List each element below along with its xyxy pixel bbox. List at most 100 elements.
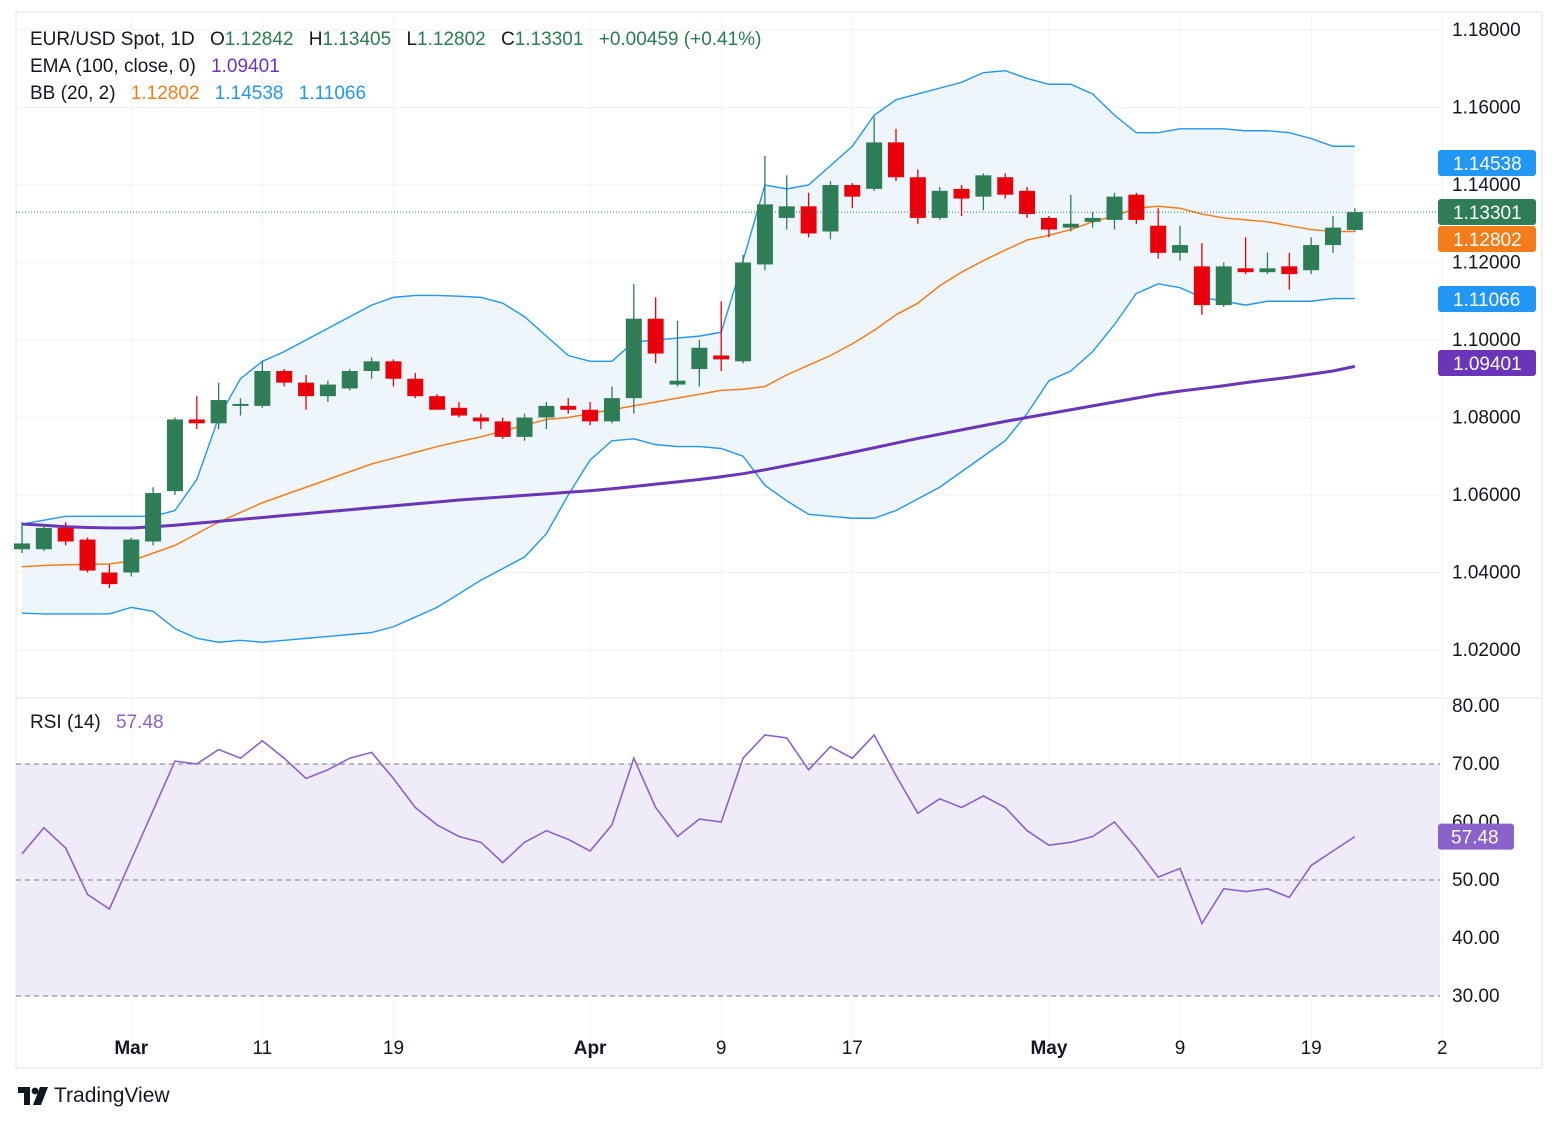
candle-down[interactable] bbox=[385, 359, 402, 387]
rsi-tick-label: 50.00 bbox=[1452, 870, 1500, 891]
price-axis[interactable]: 1.18000 1.16000 1.14000 1.12000 1.10000 1.080… bbox=[1452, 20, 1521, 661]
candle-down[interactable] bbox=[101, 564, 118, 588]
candle-up[interactable] bbox=[975, 173, 992, 211]
time-tick-label: 17 bbox=[842, 1038, 863, 1059]
candle-up[interactable] bbox=[778, 175, 795, 230]
candle-body bbox=[560, 405, 577, 410]
brand-name: TradingView bbox=[54, 1084, 170, 1107]
candle-down[interactable] bbox=[1281, 252, 1298, 290]
candle-up[interactable] bbox=[538, 402, 555, 430]
candle-up[interactable] bbox=[1325, 216, 1341, 253]
candle-body bbox=[1106, 196, 1123, 220]
candle-down[interactable] bbox=[647, 297, 664, 364]
candle-up[interactable] bbox=[319, 380, 336, 402]
candle-down[interactable] bbox=[451, 402, 467, 418]
candle-up[interactable] bbox=[1172, 225, 1189, 261]
candle-down[interactable] bbox=[582, 402, 599, 426]
tradingview-logo[interactable]: TradingView bbox=[18, 1084, 170, 1108]
candle-up[interactable] bbox=[14, 522, 30, 554]
bb-legend[interactable]: BB (20, 2) 1.12802 1.14538 1.11066 bbox=[30, 83, 372, 105]
candle-up[interactable] bbox=[232, 398, 249, 416]
candle-up[interactable] bbox=[1303, 237, 1320, 275]
candle-down[interactable] bbox=[997, 173, 1014, 199]
candle-down[interactable] bbox=[713, 301, 730, 371]
candle-down[interactable] bbox=[298, 374, 315, 410]
price-badge-label: 1.13301 bbox=[1453, 203, 1522, 224]
time-tick-label: 9 bbox=[716, 1038, 727, 1059]
ema-legend[interactable]: EMA (100, close, 0) 1.09401 bbox=[30, 56, 286, 78]
time-tick-label: 19 bbox=[383, 1038, 404, 1059]
candle-down[interactable] bbox=[1128, 192, 1145, 224]
candle-up[interactable] bbox=[210, 382, 227, 430]
candle-down[interactable] bbox=[79, 537, 96, 573]
ema-label: EMA (100, close, 0) bbox=[30, 56, 196, 77]
candlestick-series[interactable] bbox=[14, 117, 1363, 588]
price-badge-bg bbox=[1438, 226, 1536, 252]
candle-up[interactable] bbox=[35, 524, 52, 552]
candle-up[interactable] bbox=[254, 361, 271, 408]
candle-down[interactable] bbox=[800, 192, 817, 238]
time-tick-label: Mar bbox=[114, 1038, 148, 1059]
ema-line bbox=[21, 364, 1356, 530]
candle-down[interactable] bbox=[888, 128, 904, 182]
time-axis[interactable]: Mar 11 19 Apr 9 17 May 9 19 2 bbox=[114, 1038, 1447, 1059]
candle-up[interactable] bbox=[516, 413, 533, 441]
candle-body bbox=[1062, 223, 1079, 228]
candle-down[interactable] bbox=[1237, 237, 1254, 275]
candle-down[interactable] bbox=[188, 396, 205, 430]
candle-body bbox=[1325, 227, 1341, 246]
candle-up[interactable] bbox=[166, 417, 183, 496]
candle-down[interactable] bbox=[407, 372, 424, 399]
candle-up[interactable] bbox=[1215, 262, 1232, 308]
price-tick-label: 1.08000 bbox=[1452, 408, 1521, 429]
candle-down[interactable] bbox=[57, 522, 74, 546]
candle-up[interactable] bbox=[123, 537, 140, 577]
candle-body bbox=[1084, 217, 1101, 222]
candle-down[interactable] bbox=[560, 398, 577, 414]
candle-up[interactable] bbox=[822, 181, 839, 240]
symbol-header[interactable]: EUR/USD Spot, 1D O1.12842 H1.13405 L1.12… bbox=[30, 29, 767, 51]
time-tick-label: 19 bbox=[1301, 1038, 1322, 1059]
symbol-title[interactable]: EUR/USD Spot, 1D bbox=[30, 29, 195, 50]
candle-down[interactable] bbox=[953, 185, 970, 216]
candle-down[interactable] bbox=[909, 169, 926, 224]
price-badge-bg bbox=[1438, 350, 1536, 376]
candle-up[interactable] bbox=[1084, 212, 1101, 228]
time-tick-label: May bbox=[1030, 1038, 1067, 1059]
candle-up[interactable] bbox=[691, 340, 708, 387]
candle-up[interactable] bbox=[669, 320, 686, 387]
candle-up[interactable] bbox=[341, 369, 358, 391]
candle-body bbox=[538, 405, 555, 418]
candle-up[interactable] bbox=[603, 386, 620, 424]
candle-up[interactable] bbox=[756, 155, 773, 271]
candle-up[interactable] bbox=[1106, 192, 1123, 230]
candle-up[interactable] bbox=[363, 357, 380, 379]
price-tick-label: 1.18000 bbox=[1452, 20, 1521, 41]
candle-up[interactable] bbox=[866, 117, 883, 191]
candle-up[interactable] bbox=[625, 283, 642, 414]
candle-down[interactable] bbox=[429, 394, 446, 410]
candle-down[interactable] bbox=[472, 413, 489, 430]
candle-up[interactable] bbox=[1062, 194, 1079, 232]
candle-down[interactable] bbox=[1193, 243, 1210, 315]
candle-down[interactable] bbox=[844, 183, 861, 209]
candle-up[interactable] bbox=[931, 186, 948, 220]
rsi-value: 57.48 bbox=[116, 712, 164, 733]
candle-down[interactable] bbox=[1040, 216, 1057, 238]
rsi-label: RSI (14) bbox=[30, 712, 101, 733]
candle-down[interactable] bbox=[1019, 186, 1036, 218]
candle-body bbox=[582, 409, 599, 422]
candle-body bbox=[145, 493, 162, 542]
candle-up[interactable] bbox=[735, 254, 752, 364]
price-tick-label: 1.02000 bbox=[1452, 640, 1521, 661]
rsi-legend[interactable]: RSI (14) 57.48 bbox=[30, 712, 174, 734]
candle-body bbox=[822, 185, 839, 232]
candle-up[interactable] bbox=[145, 487, 162, 546]
candle-up[interactable] bbox=[1259, 252, 1276, 275]
candle-down[interactable] bbox=[276, 369, 293, 387]
candle-down[interactable] bbox=[494, 417, 511, 439]
rsi-pane[interactable] bbox=[16, 733, 1440, 997]
candle-down[interactable] bbox=[1150, 208, 1167, 259]
